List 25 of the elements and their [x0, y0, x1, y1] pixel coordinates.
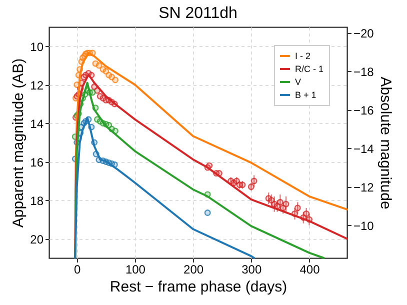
x-axis-title: Rest − frame phase (days) [110, 278, 288, 296]
y-tick-label: 12 [30, 78, 44, 92]
x-tick-label: 300 [242, 262, 262, 276]
y-tick-label: 10 [30, 40, 44, 54]
y-axis-title: Apparent magnitude (AB) [10, 58, 28, 228]
x-tick-label: 400 [300, 262, 320, 276]
y2-tick-label: −14 [354, 142, 374, 156]
y2-tick-label: −16 [354, 103, 374, 118]
y2-tick-label: −20 [354, 26, 374, 40]
y2-axis-title: Absolute magnitude [376, 76, 394, 210]
y2-tick-label: −10 [354, 218, 374, 233]
y-tick-label: 18 [30, 194, 44, 208]
y2-tick-label: −18 [354, 64, 374, 79]
legend-label: I - 2 [295, 51, 311, 61]
legend-label: R/C - 1 [295, 64, 324, 74]
x-tick-label: 200 [184, 262, 204, 276]
legend-label: V [295, 77, 302, 87]
x-tick-label: 100 [125, 262, 146, 276]
y-tick-label: 14 [30, 116, 44, 131]
y-tick-label: 16 [30, 155, 44, 170]
x-tick-label: 0 [74, 262, 82, 276]
chart-title: SN 2011dh [158, 4, 238, 22]
y-tick-label: 20 [30, 232, 44, 246]
legend-label: B + 1 [295, 90, 316, 100]
y2-tick-label: −12 [354, 180, 374, 194]
